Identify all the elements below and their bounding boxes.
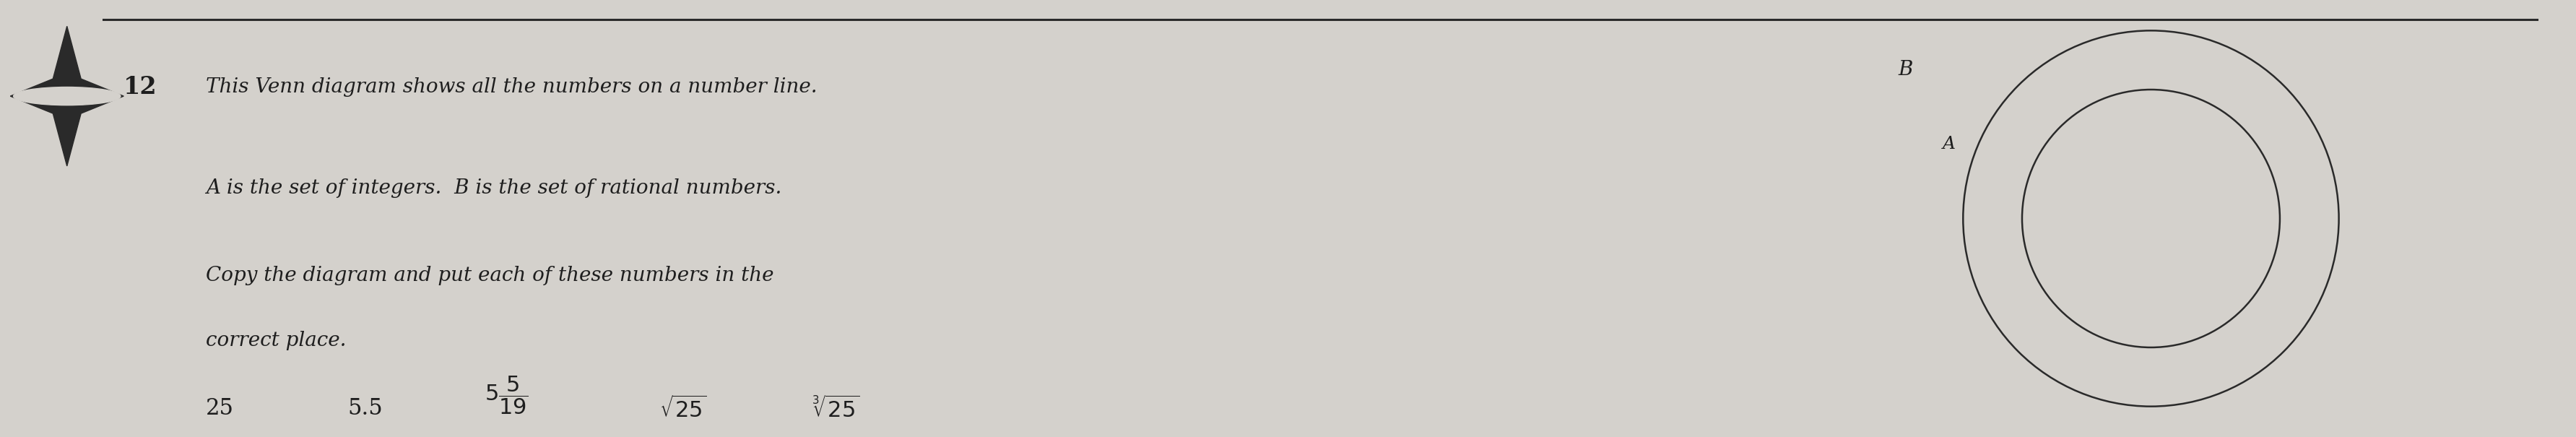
Text: $\sqrt[3]{25}$: $\sqrt[3]{25}$ xyxy=(811,395,860,422)
Polygon shape xyxy=(10,26,124,166)
Text: 25: 25 xyxy=(206,397,234,420)
Text: A is the set of integers.  B is the set of rational numbers.: A is the set of integers. B is the set o… xyxy=(206,178,783,198)
Text: Copy the diagram and put each of these numbers in the: Copy the diagram and put each of these n… xyxy=(206,266,773,285)
Text: A: A xyxy=(1942,136,1955,153)
Text: $\sqrt{25}$: $\sqrt{25}$ xyxy=(659,395,706,422)
Text: This Venn diagram shows all the numbers on a number line.: This Venn diagram shows all the numbers … xyxy=(206,78,817,97)
Text: B: B xyxy=(1899,60,1914,80)
Text: correct place.: correct place. xyxy=(206,331,348,350)
Circle shape xyxy=(13,87,121,105)
Text: 12: 12 xyxy=(124,76,157,99)
Text: $5\dfrac{5}{19}$: $5\dfrac{5}{19}$ xyxy=(484,375,528,416)
Text: 5.5: 5.5 xyxy=(348,397,384,420)
